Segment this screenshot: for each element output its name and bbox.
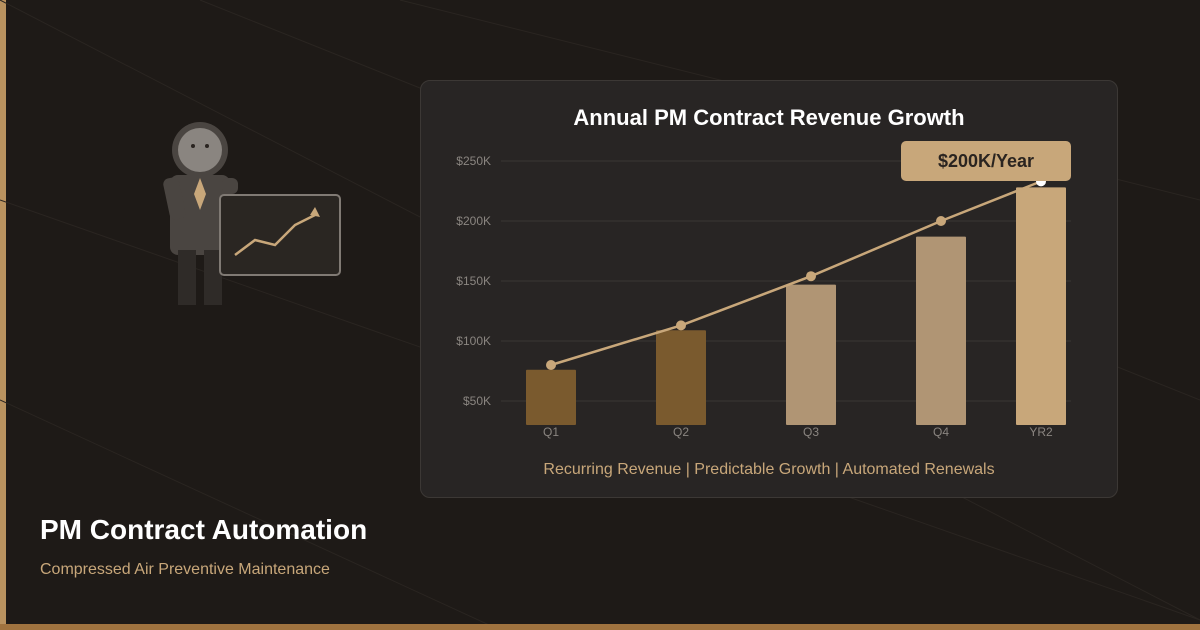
y-tick-label: $250K [456,154,491,168]
revenue-chart-card: $50K $100K $150K $200K $250K Q1 Q2 Q3 Q4 YR2 Annu… [420,80,1118,498]
x-tick-label: Q4 [933,425,949,439]
presenter-illustration [163,122,341,305]
bar-q4 [916,236,966,425]
annual-revenue-badge: $200K/Year [901,141,1071,181]
card-caption: Recurring Revenue | Predictable Growth |… [543,461,995,478]
x-tick-label: Q2 [673,425,689,439]
bar-yr2 [1016,187,1066,425]
page-subheadline: Compressed Air Preventive Maintenance [40,561,330,578]
left-accent-bar [0,0,6,630]
y-tick-label: $100K [456,334,491,348]
bottom-accent-bar [0,624,1200,630]
revenue-chart: $50K $100K $150K $200K $250K Q1 Q2 Q3 Q4 YR2 [456,154,1071,439]
y-tick-label: $50K [463,394,491,408]
bar-q3 [786,284,836,425]
x-tick-label: YR2 [1029,425,1053,439]
page-headline: PM Contract Automation [40,514,368,545]
y-tick-label: $150K [456,274,491,288]
trend-point-q3 [806,271,816,282]
chart-title: Annual PM Contract Revenue Growth [573,105,965,130]
y-tick-label: $200K [456,214,491,228]
trend-point-q2 [676,320,686,331]
trend-point-q1 [546,360,556,370]
bar-q1 [526,369,576,425]
upward-trend-board-icon [219,194,341,276]
trend-point-q4 [936,216,946,226]
x-tick-label: Q1 [543,425,559,439]
x-tick-label: Q3 [803,425,819,439]
bar-q2 [656,330,706,425]
businessperson-icon [163,122,238,305]
